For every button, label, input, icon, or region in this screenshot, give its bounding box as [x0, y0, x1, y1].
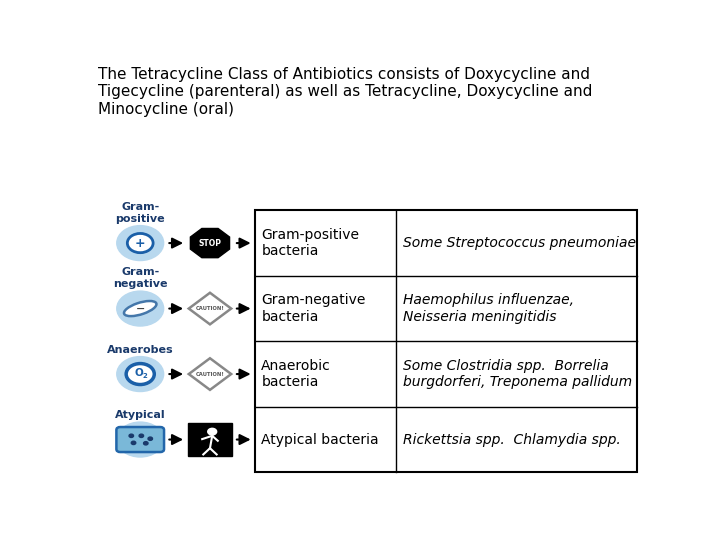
- Circle shape: [127, 233, 153, 253]
- FancyBboxPatch shape: [117, 427, 164, 452]
- Circle shape: [117, 422, 163, 457]
- Circle shape: [131, 441, 136, 444]
- Circle shape: [208, 428, 217, 435]
- Text: Some Clostridia spp.  Borrelia
burgdorferi, Treponema pallidum: Some Clostridia spp. Borrelia burgdorfer…: [402, 359, 632, 389]
- Circle shape: [126, 363, 154, 384]
- Circle shape: [117, 226, 163, 260]
- Circle shape: [117, 291, 163, 326]
- Text: Atypical: Atypical: [115, 410, 166, 420]
- Ellipse shape: [124, 301, 156, 316]
- Text: Gram-
negative: Gram- negative: [113, 267, 168, 289]
- Circle shape: [129, 434, 133, 437]
- Text: 2: 2: [143, 373, 148, 379]
- Text: Some Streptococcus pneumoniae: Some Streptococcus pneumoniae: [402, 236, 636, 250]
- Text: CAUTION!: CAUTION!: [196, 306, 225, 311]
- Text: Rickettsia spp.  Chlamydia spp.: Rickettsia spp. Chlamydia spp.: [402, 433, 621, 447]
- Text: Anaerobic
bacteria: Anaerobic bacteria: [261, 359, 331, 389]
- Circle shape: [148, 437, 153, 441]
- Polygon shape: [189, 358, 231, 390]
- Circle shape: [117, 356, 163, 392]
- Circle shape: [143, 442, 148, 445]
- Text: The Tetracycline Class of Antibiotics consists of Doxycycline and
Tigecycline (p: The Tetracycline Class of Antibiotics co…: [99, 67, 593, 117]
- Text: Anaerobes: Anaerobes: [107, 345, 174, 354]
- Text: Gram-
positive: Gram- positive: [115, 202, 165, 224]
- Polygon shape: [190, 228, 230, 258]
- FancyBboxPatch shape: [188, 423, 232, 456]
- Text: Gram-positive
bacteria: Gram-positive bacteria: [261, 228, 359, 258]
- Text: Gram-negative
bacteria: Gram-negative bacteria: [261, 293, 366, 323]
- Bar: [255, 210, 637, 472]
- Text: Haemophilus influenzae,
Neisseria meningitidis: Haemophilus influenzae, Neisseria mening…: [402, 293, 574, 323]
- Text: −: −: [135, 303, 145, 314]
- Text: CAUTION!: CAUTION!: [196, 372, 225, 376]
- Text: STOP: STOP: [199, 239, 222, 247]
- Text: O: O: [134, 368, 143, 378]
- Text: +: +: [135, 237, 145, 249]
- Text: Atypical bacteria: Atypical bacteria: [261, 433, 379, 447]
- Polygon shape: [189, 293, 231, 325]
- Circle shape: [139, 434, 143, 437]
